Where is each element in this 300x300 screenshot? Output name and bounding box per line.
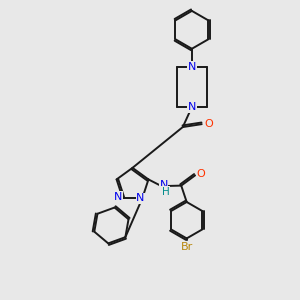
Text: O: O <box>204 119 213 129</box>
Text: N: N <box>188 62 196 72</box>
Text: O: O <box>196 169 205 179</box>
Text: N: N <box>188 102 196 112</box>
Text: N: N <box>114 192 122 202</box>
Text: Br: Br <box>181 242 193 252</box>
Text: N: N <box>136 193 145 203</box>
Text: N: N <box>160 180 168 190</box>
Text: H: H <box>162 187 170 197</box>
